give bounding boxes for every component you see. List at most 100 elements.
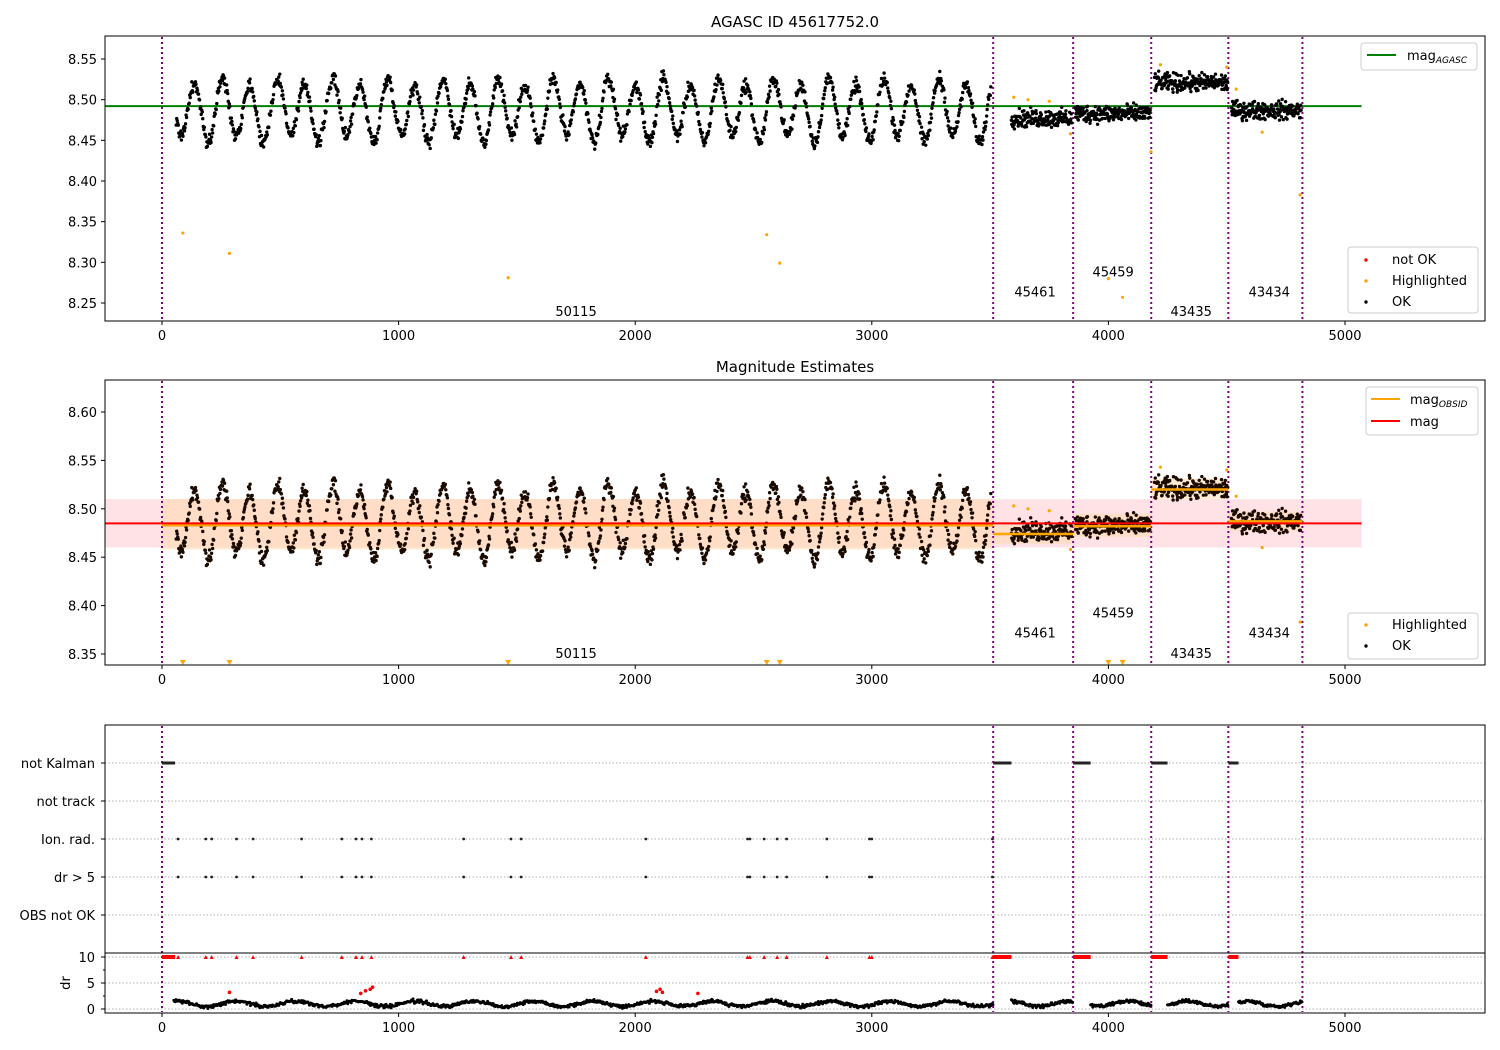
ok-point <box>946 119 951 123</box>
ok-point <box>833 102 837 106</box>
ok-point <box>502 93 506 98</box>
dr-gt-5-mark <box>204 875 208 879</box>
ok-point <box>429 136 433 140</box>
ok-point <box>876 513 880 517</box>
ok-point <box>956 533 960 537</box>
ok-point <box>588 542 592 546</box>
ok-point <box>541 126 546 130</box>
ok-point <box>915 108 920 112</box>
ok-point <box>1244 118 1249 123</box>
ok-point <box>1010 115 1014 119</box>
ok-point <box>514 125 519 129</box>
ok-point <box>229 116 234 120</box>
ok-point <box>812 565 817 569</box>
highlighted-point <box>1225 65 1229 69</box>
ok-point <box>286 540 290 545</box>
highlighted-point <box>1026 98 1030 102</box>
ok-point <box>662 73 666 77</box>
ok-point <box>748 502 753 506</box>
ok-point <box>712 503 716 508</box>
ok-point <box>1245 515 1249 519</box>
dr-gt-5-mark <box>176 875 180 879</box>
ok-point <box>305 83 309 87</box>
ok-point <box>906 93 910 97</box>
ok-point <box>736 118 741 122</box>
ok-point <box>807 534 811 538</box>
ok-point <box>1111 530 1116 535</box>
ok-point <box>961 90 965 95</box>
ok-point <box>201 529 205 534</box>
ok-point <box>876 103 880 107</box>
ok-point <box>1095 112 1099 117</box>
ok-point <box>692 88 696 92</box>
not-kalman-mark <box>993 761 1012 765</box>
ok-point <box>831 85 835 89</box>
ok-point <box>874 526 878 530</box>
ok-point <box>200 110 204 114</box>
ok-point <box>678 132 682 136</box>
ok-point <box>723 509 728 514</box>
highlighted-point <box>1260 545 1264 550</box>
ok-point <box>1129 517 1134 521</box>
ok-point <box>977 550 982 555</box>
ok-point <box>881 485 886 489</box>
ok-point <box>909 490 914 494</box>
ok-point <box>217 89 221 93</box>
ok-point <box>202 125 207 129</box>
ok-point <box>356 86 361 91</box>
ok-point <box>456 553 461 557</box>
ok-point <box>907 89 911 93</box>
ok-point <box>538 553 543 558</box>
ok-point <box>374 558 378 563</box>
ok-point <box>447 513 452 517</box>
ok-point <box>820 102 825 106</box>
ok-point <box>635 498 639 502</box>
ok-point <box>477 124 482 129</box>
ok-point <box>985 103 990 107</box>
ok-point <box>509 126 514 130</box>
ok-point <box>776 495 781 499</box>
ok-point <box>265 548 269 553</box>
ok-point <box>837 540 841 544</box>
ok-point <box>239 126 243 131</box>
ok-point <box>915 514 919 519</box>
dr-cap-marker <box>775 955 780 959</box>
ok-point <box>1166 84 1171 88</box>
x-tick-label: 2000 <box>619 329 652 344</box>
ok-point <box>1085 515 1090 519</box>
ok-point <box>1133 526 1137 531</box>
ok-point <box>375 131 380 135</box>
ok-point <box>186 107 190 112</box>
ok-point <box>1280 104 1285 109</box>
ok-point <box>667 96 671 101</box>
ok-point <box>403 132 407 136</box>
ok-point <box>885 486 889 491</box>
ok-point <box>554 486 558 491</box>
ok-point <box>463 511 468 516</box>
ok-point <box>1219 484 1223 489</box>
ok-point <box>355 502 359 506</box>
ok-point <box>612 97 617 101</box>
ok-point <box>1075 515 1080 519</box>
ok-point <box>306 90 310 95</box>
ok-point <box>432 118 436 122</box>
ok-point <box>906 501 910 506</box>
ok-point <box>304 86 309 91</box>
ok-point <box>316 553 320 557</box>
ok-point <box>646 549 651 554</box>
ok-point <box>938 473 942 477</box>
ok-point <box>297 509 301 513</box>
ok-point <box>301 482 305 487</box>
ok-point <box>403 541 407 546</box>
ok-point <box>897 134 901 138</box>
ok-point <box>487 537 492 541</box>
ok-point <box>1185 76 1190 80</box>
ok-point <box>325 98 329 103</box>
ok-point <box>243 505 247 509</box>
ok-point <box>774 84 778 89</box>
ok-point <box>623 127 628 131</box>
ok-point <box>841 135 845 140</box>
ok-point <box>686 80 690 84</box>
ok-point <box>333 74 338 78</box>
ok-point <box>279 85 284 89</box>
